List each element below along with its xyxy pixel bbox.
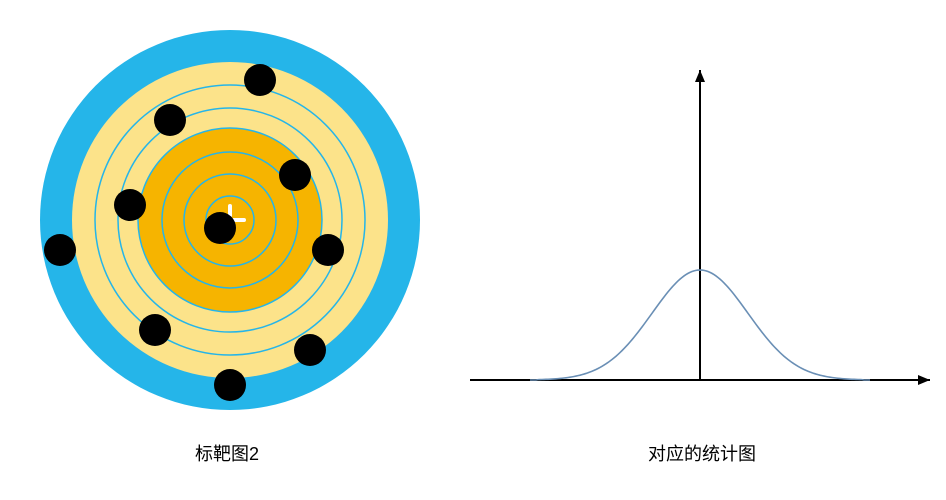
- chart-caption: 对应的统计图: [648, 440, 756, 466]
- target-dot: [204, 212, 236, 244]
- target-dot: [139, 314, 171, 346]
- target-dot: [279, 159, 311, 191]
- target-diagram: [20, 10, 440, 430]
- target-dot: [214, 369, 246, 401]
- target-dot: [114, 189, 146, 221]
- target-dot: [244, 64, 276, 96]
- target-dot: [44, 234, 76, 266]
- target-dot: [312, 234, 344, 266]
- bell-curve: [530, 270, 870, 380]
- stage: 标靶图2 对应的统计图: [0, 0, 946, 500]
- target-dot: [154, 104, 186, 136]
- target-caption: 标靶图2: [195, 440, 259, 466]
- target-dot: [294, 334, 326, 366]
